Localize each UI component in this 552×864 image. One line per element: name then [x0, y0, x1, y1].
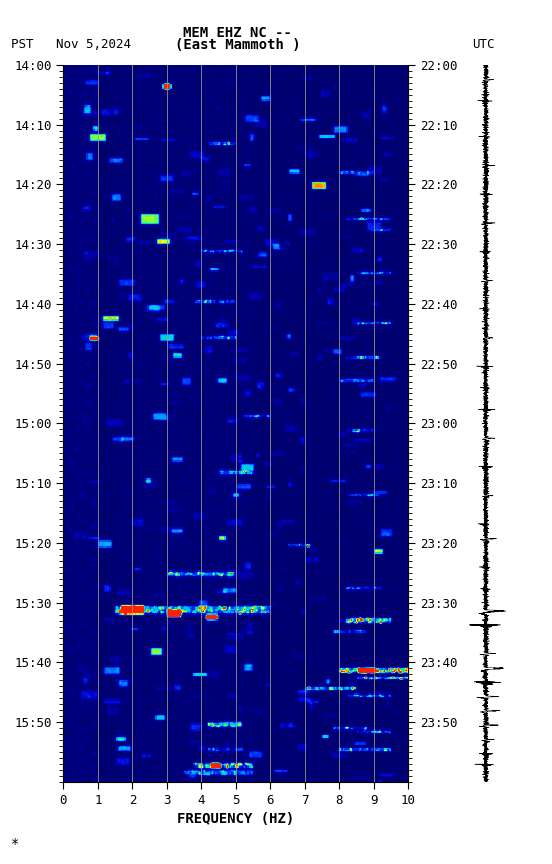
Text: MEM EHZ NC --: MEM EHZ NC -- — [183, 26, 292, 40]
Text: (East Mammoth ): (East Mammoth ) — [174, 38, 300, 52]
X-axis label: FREQUENCY (HZ): FREQUENCY (HZ) — [177, 812, 295, 826]
Text: *: * — [11, 837, 19, 851]
Text: UTC: UTC — [472, 38, 495, 51]
Text: PST   Nov 5,2024: PST Nov 5,2024 — [11, 38, 131, 51]
